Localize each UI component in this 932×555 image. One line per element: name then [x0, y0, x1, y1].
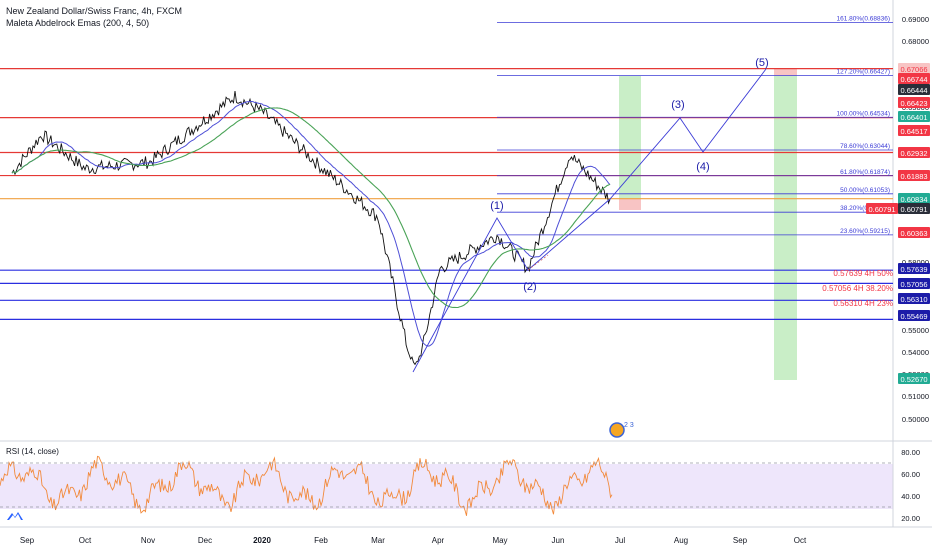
y-tick-label: 0.69000: [902, 15, 929, 24]
wave-label: (5): [755, 57, 768, 69]
x-tick-label: 2020: [253, 536, 271, 545]
y-tick-label: 0.54000: [902, 348, 929, 357]
x-tick-label: Jul: [615, 536, 625, 545]
rsi-tick-label: 20.00: [901, 514, 920, 523]
price-label-text: 0.61883: [900, 172, 927, 181]
price-label-box: [898, 63, 930, 74]
wave-label: (2): [523, 281, 536, 293]
price-label-text: 0.64517: [900, 127, 927, 136]
fib-label: 100.00%(0.64534): [837, 110, 891, 117]
x-tick-label: Sep: [733, 536, 748, 545]
wave-label: (4): [696, 161, 709, 173]
y-tick-label: 0.51000: [902, 392, 929, 401]
rsi-tick-label: 40.00: [901, 492, 920, 501]
rsi-tick-label: 80.00: [901, 448, 920, 457]
ema-fast-series: [11, 100, 611, 347]
price-label-box: [898, 293, 930, 304]
rsi-title: RSI (14, close): [6, 447, 59, 456]
price-label-box: [898, 84, 930, 95]
x-tick-label: Aug: [674, 536, 688, 545]
fib-label: 78.60%(0.63044): [840, 143, 890, 150]
x-tick-label: Sep: [20, 536, 35, 545]
wave-2-retrace: [527, 254, 549, 271]
target-zone-2: [774, 76, 797, 380]
price-label-box: [898, 111, 930, 122]
price-label-text: 0.66423: [900, 99, 927, 108]
fib-label: 50.00%(0.61053): [840, 187, 890, 194]
fib-label: 38.20%(0.60231): [840, 205, 890, 212]
price-label-box: [898, 193, 930, 204]
price-label-box: [898, 373, 930, 384]
wave-label: (3): [671, 99, 684, 111]
elliott-wave-path: [412, 68, 767, 373]
price-label-text: 0.57056: [900, 280, 927, 289]
price-label-box: [898, 73, 930, 84]
price-label-box: [898, 310, 930, 321]
x-tick-label: Apr: [432, 536, 445, 545]
symbol-title: New Zealand Dollar/Swiss Franc, 4h, FXCM: [6, 6, 183, 16]
price-label-text: 0.60834: [900, 195, 927, 204]
fib-label: 161.80%(0.68836): [837, 16, 891, 23]
y-tick-label: 0.55000: [902, 326, 929, 335]
price-label-box: [898, 97, 930, 108]
x-tick-label: Feb: [314, 536, 328, 545]
level-note: 0.57056 4H 38.20%: [822, 284, 893, 293]
price-label-box: [898, 170, 930, 181]
price-label-text: 0.55469: [900, 312, 927, 321]
level-note: 0.56310 4H 23%: [833, 299, 893, 308]
fib-label: 23.60%(0.59215): [840, 228, 890, 235]
price-label-box: [898, 125, 930, 136]
x-tick-label: Jun: [552, 536, 565, 545]
ema-slow-series: [11, 107, 611, 309]
x-tick-label: May: [492, 536, 507, 545]
price-label-box: [898, 278, 930, 289]
stop-zone-2: [774, 68, 797, 76]
y-tick-label: 0.50000: [902, 415, 929, 424]
y-tick-label: 0.68000: [902, 37, 929, 46]
target-zone-1: [619, 76, 641, 199]
price-label-text: 0.57639: [900, 265, 927, 274]
price-label-box: [898, 227, 930, 238]
fib-label: 61.80%(0.61874): [840, 169, 890, 176]
event-marker-label: 2 3: [624, 422, 634, 429]
price-label-text: 0.66744: [900, 75, 927, 84]
x-tick-label: Mar: [371, 536, 385, 545]
price-label-text: 0.52670: [900, 375, 927, 384]
stop-zone-1: [619, 199, 641, 210]
x-tick-label: Nov: [141, 536, 155, 545]
rsi-series: [0, 455, 613, 516]
price-label-box: [898, 203, 930, 214]
y-tick-label: 0.58000: [902, 258, 929, 267]
tradingview-logo-icon: [7, 512, 23, 520]
level-note: 0.57639 4H 50%: [833, 269, 893, 278]
price-label-text: 0.62932: [900, 149, 927, 158]
x-tick-label: Dec: [198, 536, 212, 545]
x-tick-label: Oct: [79, 536, 92, 545]
price-label-text: 0.66401: [900, 113, 927, 122]
x-tick-label: Oct: [794, 536, 807, 545]
price-label-text: 0.66444: [900, 86, 927, 95]
price-series: [11, 90, 611, 366]
wave-label: (1): [490, 200, 503, 212]
price-label-box: [898, 147, 930, 158]
fib-label: 127.20%(0.66427): [837, 69, 891, 76]
price-label-text: 0.67066: [900, 65, 927, 74]
rsi-tick-label: 60.00: [901, 470, 920, 479]
price-label-text: 0.60363: [900, 229, 927, 238]
price-label-text: 0.60791: [868, 205, 895, 214]
price-label-box: [898, 263, 930, 274]
indicator-title: Maleta Abdelrock Emas (200, 4, 50): [6, 18, 150, 28]
event-marker-icon: [609, 422, 625, 438]
price-label-box: [866, 203, 898, 214]
price-label-text: 0.56310: [900, 295, 927, 304]
price-label-text: 0.60791: [900, 205, 927, 214]
